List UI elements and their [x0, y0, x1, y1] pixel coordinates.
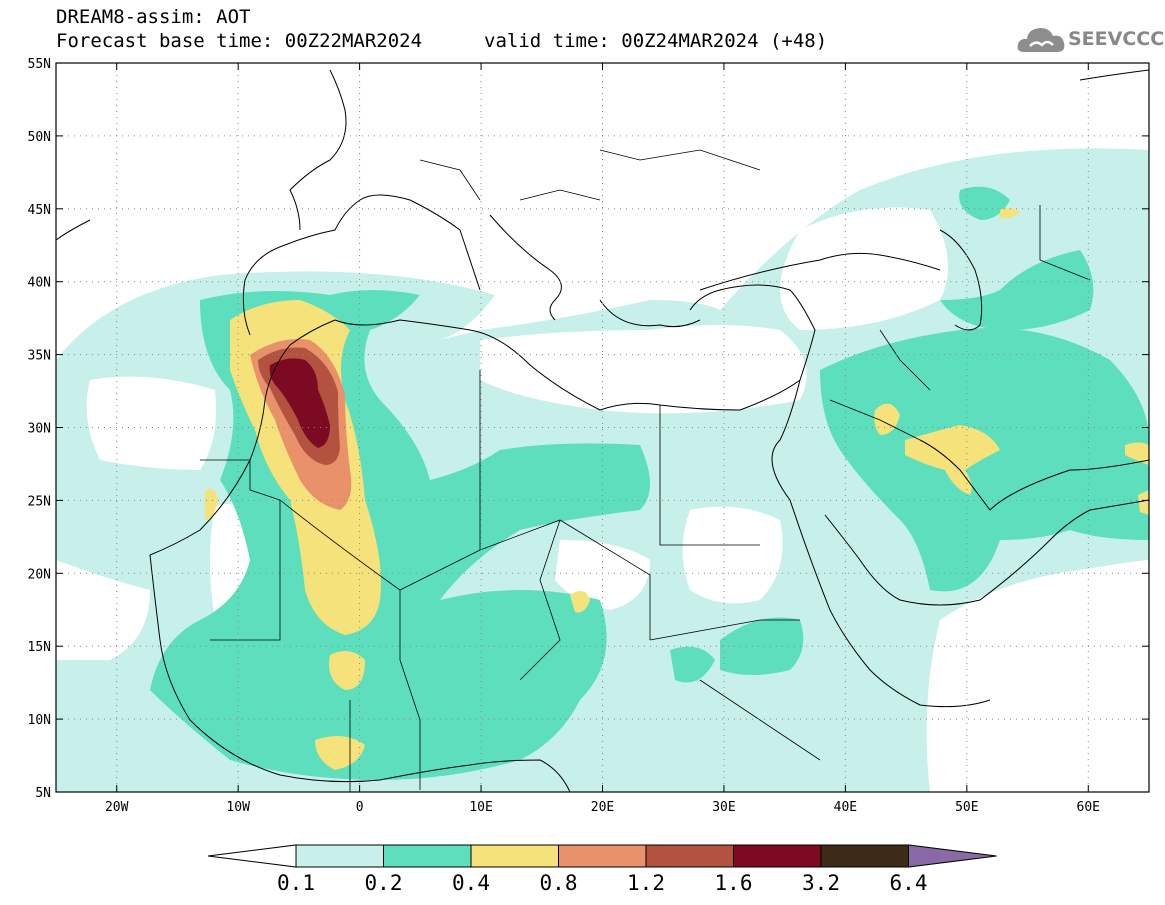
colorbar-box: [470, 844, 559, 868]
lon-label: 20E: [591, 800, 614, 815]
lon-label: 0: [356, 800, 364, 815]
colorbar-tick-label: 6.4: [890, 871, 928, 895]
lat-label: 45N: [28, 203, 51, 218]
aot-contours: [56, 148, 1149, 792]
lon-label: 50E: [955, 800, 978, 815]
lon-label: 10W: [226, 800, 250, 815]
lat-label: 10N: [28, 713, 51, 728]
country-borders: [200, 149, 1091, 792]
colorbar: 0.1 0.2 0.4 0.8 1.2 1.6 3.2 6.4: [207, 844, 997, 895]
lon-label: 10E: [469, 800, 492, 815]
lon-label: 20W: [105, 800, 129, 815]
lon-label: 60E: [1077, 800, 1100, 815]
lat-label: 25N: [28, 494, 51, 509]
lat-label: 5N: [35, 786, 51, 801]
colorbar-box: [558, 844, 647, 868]
lon-label: 40E: [834, 800, 857, 815]
aot-band-1.6: [269, 358, 330, 448]
lat-label: 50N: [28, 130, 51, 145]
longitude-labels: 20W 10W 0 10E 20E 30E 40E 50E 60E: [105, 800, 1100, 815]
colorbar-min-arrow: [207, 844, 297, 868]
seevccc-logo: SEEVCCC: [1016, 22, 1164, 56]
lat-label: 15N: [28, 640, 51, 655]
colorbar-box: [733, 844, 822, 868]
cloud-icon: [1017, 28, 1065, 52]
logo-text: SEEVCCC: [1068, 28, 1165, 50]
colorbar-tick-label: 0.2: [365, 871, 403, 895]
colorbar-max-arrow: [908, 844, 997, 868]
lat-label: 20N: [28, 567, 51, 582]
lon-label: 30E: [712, 800, 735, 815]
colorbar-box: [295, 844, 384, 868]
graticule: [56, 63, 1149, 792]
lat-label: 35N: [28, 349, 51, 364]
map-title: DREAM8-assim: AOT: [56, 6, 251, 28]
colorbar-tick-label: 1.6: [715, 871, 753, 895]
colorbar-tick-label: 1.2: [627, 871, 665, 895]
latitude-labels: 55N 50N 45N 40N 35N 30N 25N 20N 15N 10N 5N: [28, 57, 51, 801]
colorbar-box: [645, 844, 734, 868]
colorbar-tick-label: 0.1: [277, 871, 315, 895]
colorbar-tick-label: 0.8: [540, 871, 578, 895]
colorbar-box: [820, 844, 909, 868]
lat-label: 40N: [28, 276, 51, 291]
colorbar-tick-label: 0.4: [452, 871, 490, 895]
axis-ticks: [56, 62, 1149, 793]
colorbar-tick-label: 3.2: [802, 871, 840, 895]
forecast-base-time: Forecast base time: 00Z22MAR2024: [56, 30, 423, 52]
valid-time: valid time: 00Z24MAR2024 (+48): [484, 30, 828, 52]
colorbar-box: [383, 844, 472, 868]
lat-label: 55N: [28, 57, 51, 72]
lat-label: 30N: [28, 422, 51, 437]
